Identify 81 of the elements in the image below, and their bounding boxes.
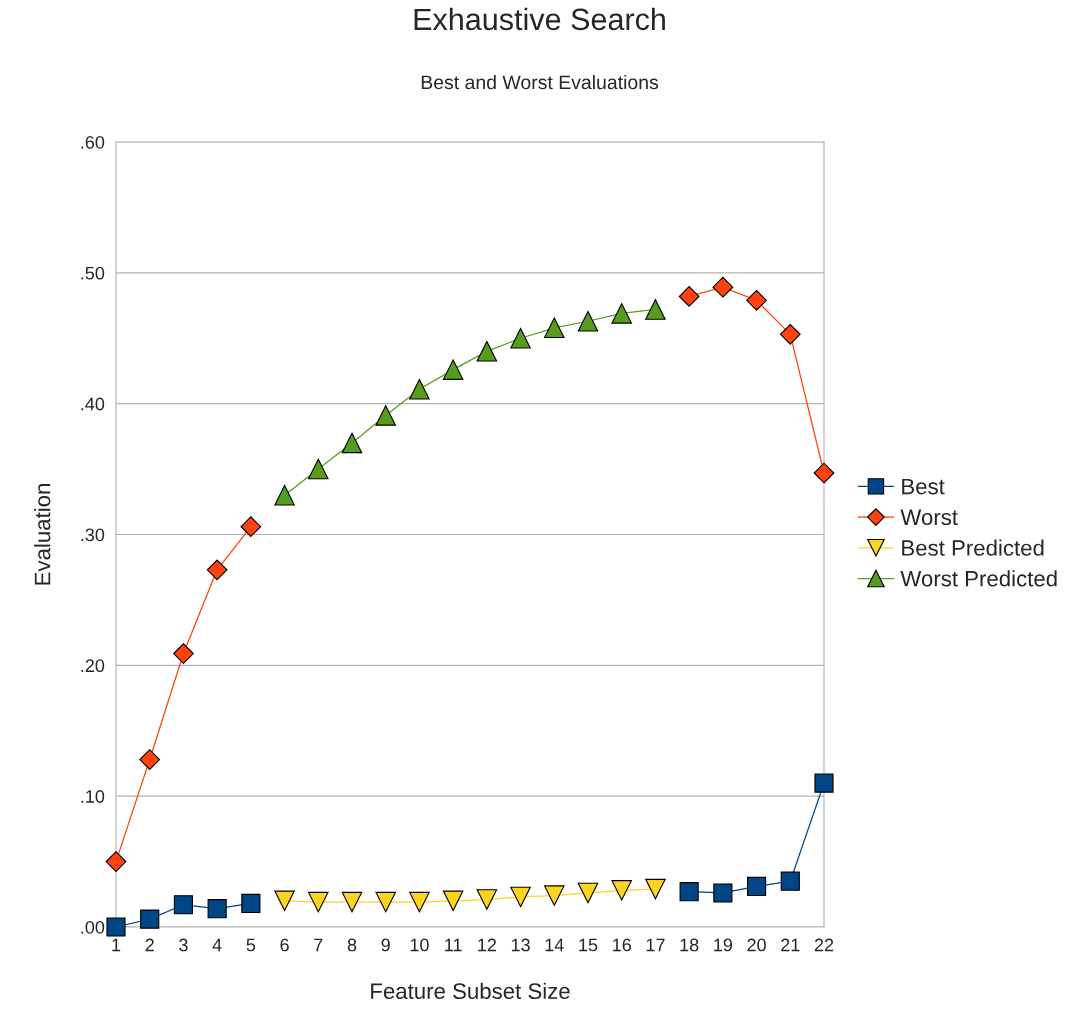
point: [442, 890, 464, 912]
point: [308, 891, 329, 913]
point: [106, 917, 126, 937]
x-tick-label: 1: [112, 938, 121, 952]
x-tick-label: 19: [714, 938, 733, 952]
point: [206, 559, 228, 581]
point: [476, 341, 498, 362]
x-tick-label: 15: [579, 938, 598, 952]
x-tick-label: 10: [410, 938, 429, 952]
point: [645, 878, 666, 900]
point: [813, 462, 835, 484]
x-tick-label: 8: [347, 938, 357, 952]
point: [207, 899, 227, 919]
point: [139, 749, 161, 770]
point: [140, 909, 160, 929]
point: [409, 891, 430, 913]
legend-label: Best: [902, 478, 945, 495]
point: [341, 432, 363, 454]
x-tick-label: 4: [212, 938, 222, 952]
x-tick-label: 9: [381, 938, 390, 952]
point: [779, 323, 801, 345]
point: [679, 882, 699, 902]
y-tick-label: .30: [81, 528, 105, 542]
x-tick-label: 17: [646, 938, 665, 952]
x-tick-label: 16: [613, 938, 631, 952]
point: [780, 871, 800, 891]
x-tick-label: 5: [246, 938, 256, 952]
point: [713, 883, 733, 903]
x-tick-label: 14: [545, 938, 564, 952]
point: [442, 359, 464, 380]
point: [746, 876, 767, 897]
point: [544, 317, 565, 339]
y-tick-label: .10: [81, 790, 105, 803]
point: [712, 276, 734, 298]
point: [510, 327, 531, 349]
x-tick-label: 2: [145, 938, 154, 952]
y-tick-label: .40: [81, 397, 105, 411]
x-tick-label: 21: [781, 938, 800, 952]
point: [678, 286, 700, 307]
y-tick-label: .20: [81, 659, 105, 673]
x-tick-label: 12: [478, 938, 496, 952]
x-tick-label: 6: [280, 938, 289, 952]
point: [510, 886, 531, 908]
point: [746, 289, 767, 311]
x-axis-title: Feature Subset Size: [371, 982, 570, 1000]
y-axis-title: Evaluation: [34, 484, 51, 585]
point: [173, 895, 194, 915]
legend-label: Best Predicted: [902, 539, 1044, 556]
point: [341, 891, 363, 913]
chart-subtitle: Best and Worst Evaluations: [421, 74, 659, 90]
chart-title: Exhaustive Search: [414, 7, 665, 31]
x-tick-label: 13: [511, 938, 530, 952]
x-tick-label: 18: [680, 938, 699, 952]
point: [241, 893, 261, 914]
point: [375, 405, 396, 426]
y-tick-label: .00: [81, 920, 105, 934]
y-tick-label: .60: [81, 135, 105, 149]
point: [577, 882, 599, 904]
x-tick-label: 22: [814, 938, 834, 952]
legend-label: Worst: [900, 509, 958, 526]
x-tick-label: 11: [445, 938, 462, 952]
point: [544, 885, 565, 906]
x-tick-label: 3: [179, 938, 188, 952]
point: [814, 773, 834, 793]
point: [173, 643, 194, 664]
point: [409, 378, 430, 400]
point: [645, 299, 666, 320]
point: [240, 516, 262, 538]
point: [274, 890, 295, 912]
point: [577, 310, 599, 332]
point: [105, 851, 127, 872]
point: [375, 891, 396, 913]
x-tick-label: 7: [314, 938, 323, 952]
legend-label: Worst Predicted: [900, 570, 1057, 587]
point: [611, 880, 632, 901]
point: [274, 484, 295, 506]
x-tick-label: 20: [747, 938, 766, 952]
point: [611, 303, 632, 324]
point: [308, 458, 329, 480]
point: [476, 889, 498, 910]
y-tick-label: .50: [81, 266, 105, 280]
